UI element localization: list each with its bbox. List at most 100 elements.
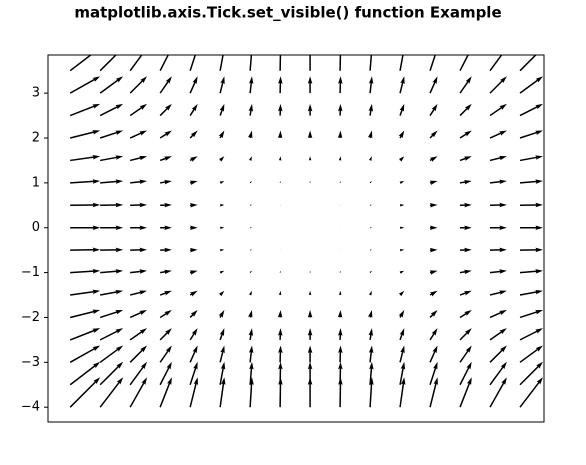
arrow: [338, 310, 342, 318]
arrow: [399, 48, 405, 71]
y-tick-label: −1: [21, 265, 40, 280]
arrow: [249, 76, 253, 93]
arrow: [220, 181, 225, 184]
arrow: [460, 203, 472, 208]
arrow: [130, 225, 147, 230]
arrow: [308, 345, 313, 362]
arrow: [70, 310, 100, 319]
arrow: [160, 310, 172, 318]
arrow: [489, 345, 506, 362]
arrow: [339, 291, 342, 295]
arrow: [460, 225, 472, 230]
arrow: [100, 203, 123, 208]
arrow: [160, 76, 172, 93]
arrow: [220, 249, 224, 252]
arrow: [130, 269, 147, 273]
arrow: [520, 225, 543, 230]
arrow: [130, 328, 147, 340]
arrow: [430, 225, 438, 230]
arrow: [519, 48, 543, 72]
arrow: [490, 248, 507, 252]
arrow: [460, 131, 472, 139]
arrow: [219, 131, 225, 139]
arrow: [160, 248, 172, 252]
arrow: [338, 48, 343, 71]
arrow: [130, 104, 147, 116]
arrow: [219, 156, 224, 161]
arrow: [520, 290, 543, 296]
arrow: [308, 362, 313, 385]
arrow: [190, 156, 198, 162]
arrow: [70, 290, 100, 296]
quiver: [70, 48, 543, 408]
arrow: [160, 156, 172, 161]
arrow: [100, 269, 123, 273]
arrow: [399, 291, 404, 296]
arrow: [520, 310, 543, 318]
arrow: [100, 328, 123, 340]
arrow: [308, 104, 313, 116]
arrow: [280, 205, 281, 206]
arrow: [190, 328, 198, 340]
arrow: [520, 104, 543, 116]
arrow: [130, 76, 147, 93]
arrow: [160, 270, 172, 274]
arrow: [430, 203, 438, 207]
arrow: [520, 203, 543, 208]
arrow: [130, 345, 147, 362]
arrow: [429, 48, 437, 71]
arrow: [250, 181, 252, 183]
arrow: [280, 271, 281, 273]
arrow: [490, 156, 507, 161]
arrow: [100, 248, 123, 253]
arrow: [399, 310, 405, 318]
arrow: [100, 48, 124, 72]
arrow: [190, 181, 198, 185]
arrow: [70, 225, 100, 230]
arrow: [460, 270, 472, 274]
arrow: [279, 156, 282, 160]
arrow: [370, 250, 372, 251]
arrow: [190, 248, 198, 252]
arrow: [100, 179, 123, 183]
arrow: [430, 270, 438, 274]
arrow: [278, 131, 282, 139]
arrow: [280, 250, 281, 251]
arrow: [490, 225, 507, 230]
arrow: [100, 345, 123, 362]
arrow: [520, 269, 543, 273]
arrow: [70, 345, 100, 363]
arrow: [340, 205, 341, 206]
arrow: [249, 345, 253, 362]
arrow: [369, 345, 373, 362]
arrow: [100, 225, 123, 230]
arrow: [338, 328, 343, 340]
arrow: [100, 76, 123, 93]
arrow: [489, 48, 506, 71]
arrow: [308, 328, 313, 340]
y-tick-label: 2: [32, 131, 40, 146]
arrow: [430, 181, 438, 185]
arrow: [370, 271, 372, 273]
arrow: [490, 104, 507, 116]
arrow: [70, 269, 100, 273]
arrow: [338, 362, 343, 385]
arrow: [249, 104, 253, 116]
arrow: [429, 76, 437, 93]
arrow: [249, 156, 252, 161]
arrow: [430, 291, 438, 297]
arrow: [220, 204, 224, 207]
arrow: [220, 271, 225, 274]
arrow: [459, 345, 471, 362]
arrow: [159, 48, 171, 71]
arrow: [429, 328, 437, 340]
arrow: [130, 203, 147, 208]
arrow: [430, 131, 438, 139]
arrow: [70, 104, 100, 116]
arrow: [219, 310, 225, 318]
arrow: [189, 345, 197, 362]
arrow: [130, 156, 147, 161]
arrow: [160, 345, 172, 362]
arrow: [369, 76, 373, 93]
